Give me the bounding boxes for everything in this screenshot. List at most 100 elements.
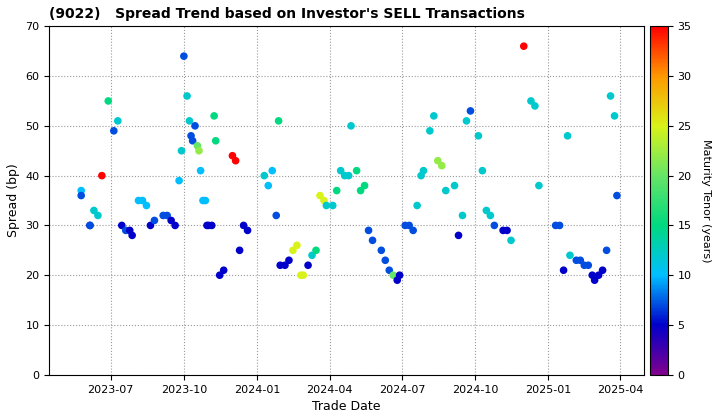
Point: [176, 147, 187, 154]
Point: [363, 227, 374, 234]
X-axis label: Trade Date: Trade Date: [312, 400, 381, 413]
Point: [570, 257, 582, 264]
Point: [279, 262, 291, 269]
Point: [234, 247, 246, 254]
Point: [582, 262, 594, 269]
Point: [589, 277, 600, 284]
Point: [387, 272, 399, 278]
Point: [472, 132, 484, 139]
Point: [359, 182, 370, 189]
Point: [418, 167, 429, 174]
Point: [283, 257, 294, 264]
Point: [127, 232, 138, 239]
Point: [564, 252, 576, 259]
Text: (9022)   Spread Trend based on Investor's SELL Transactions: (9022) Spread Trend based on Investor's …: [50, 7, 525, 21]
Point: [550, 222, 562, 229]
Point: [187, 137, 199, 144]
Point: [193, 147, 204, 154]
Point: [355, 187, 366, 194]
Point: [481, 207, 492, 214]
Point: [112, 118, 124, 124]
Point: [291, 242, 302, 249]
Point: [174, 177, 185, 184]
Point: [297, 272, 309, 278]
Point: [124, 227, 135, 234]
Point: [274, 262, 286, 269]
Point: [411, 202, 423, 209]
Point: [287, 247, 299, 254]
Point: [84, 222, 96, 229]
Point: [351, 167, 362, 174]
Point: [189, 123, 201, 129]
Point: [76, 187, 87, 194]
Point: [376, 247, 387, 254]
Point: [273, 118, 284, 124]
Point: [178, 53, 189, 60]
Point: [605, 93, 616, 100]
Point: [428, 113, 440, 119]
Point: [611, 192, 623, 199]
Point: [120, 227, 132, 234]
Point: [575, 257, 586, 264]
Point: [498, 227, 509, 234]
Point: [331, 187, 343, 194]
Point: [76, 192, 87, 199]
Point: [238, 222, 249, 229]
Point: [108, 127, 120, 134]
Point: [169, 222, 181, 229]
Point: [161, 212, 173, 219]
Point: [242, 227, 253, 234]
Point: [320, 202, 332, 209]
Point: [597, 267, 608, 273]
Point: [477, 167, 488, 174]
Point: [88, 207, 99, 214]
Point: [529, 102, 541, 109]
Point: [116, 222, 127, 229]
Point: [600, 247, 612, 254]
Point: [310, 247, 322, 254]
Point: [148, 217, 160, 224]
Point: [266, 167, 278, 174]
Point: [464, 108, 476, 114]
Point: [208, 113, 220, 119]
Point: [394, 272, 405, 278]
Point: [192, 142, 203, 149]
Point: [461, 118, 472, 124]
Point: [210, 137, 222, 144]
Point: [184, 118, 195, 124]
Point: [335, 167, 346, 174]
Point: [218, 267, 230, 273]
Point: [415, 172, 427, 179]
Point: [518, 43, 529, 50]
Point: [302, 262, 314, 269]
Point: [258, 172, 270, 179]
Point: [456, 212, 468, 219]
Point: [102, 97, 114, 104]
Point: [366, 237, 378, 244]
Point: [195, 167, 207, 174]
Point: [501, 227, 513, 234]
Point: [185, 132, 197, 139]
Point: [587, 272, 598, 278]
Point: [166, 217, 177, 224]
Point: [505, 237, 517, 244]
Point: [449, 182, 460, 189]
Point: [199, 197, 211, 204]
Point: [140, 202, 152, 209]
Point: [558, 267, 570, 273]
Point: [271, 212, 282, 219]
Point: [609, 113, 621, 119]
Y-axis label: Spread (bp): Spread (bp): [7, 164, 20, 237]
Point: [579, 262, 590, 269]
Point: [327, 202, 338, 209]
Point: [525, 97, 536, 104]
Point: [346, 123, 357, 129]
Point: [562, 132, 573, 139]
Point: [339, 172, 351, 179]
Point: [403, 222, 415, 229]
Point: [181, 93, 193, 100]
Point: [379, 257, 391, 264]
Point: [384, 267, 395, 273]
Point: [227, 152, 238, 159]
Point: [533, 182, 544, 189]
